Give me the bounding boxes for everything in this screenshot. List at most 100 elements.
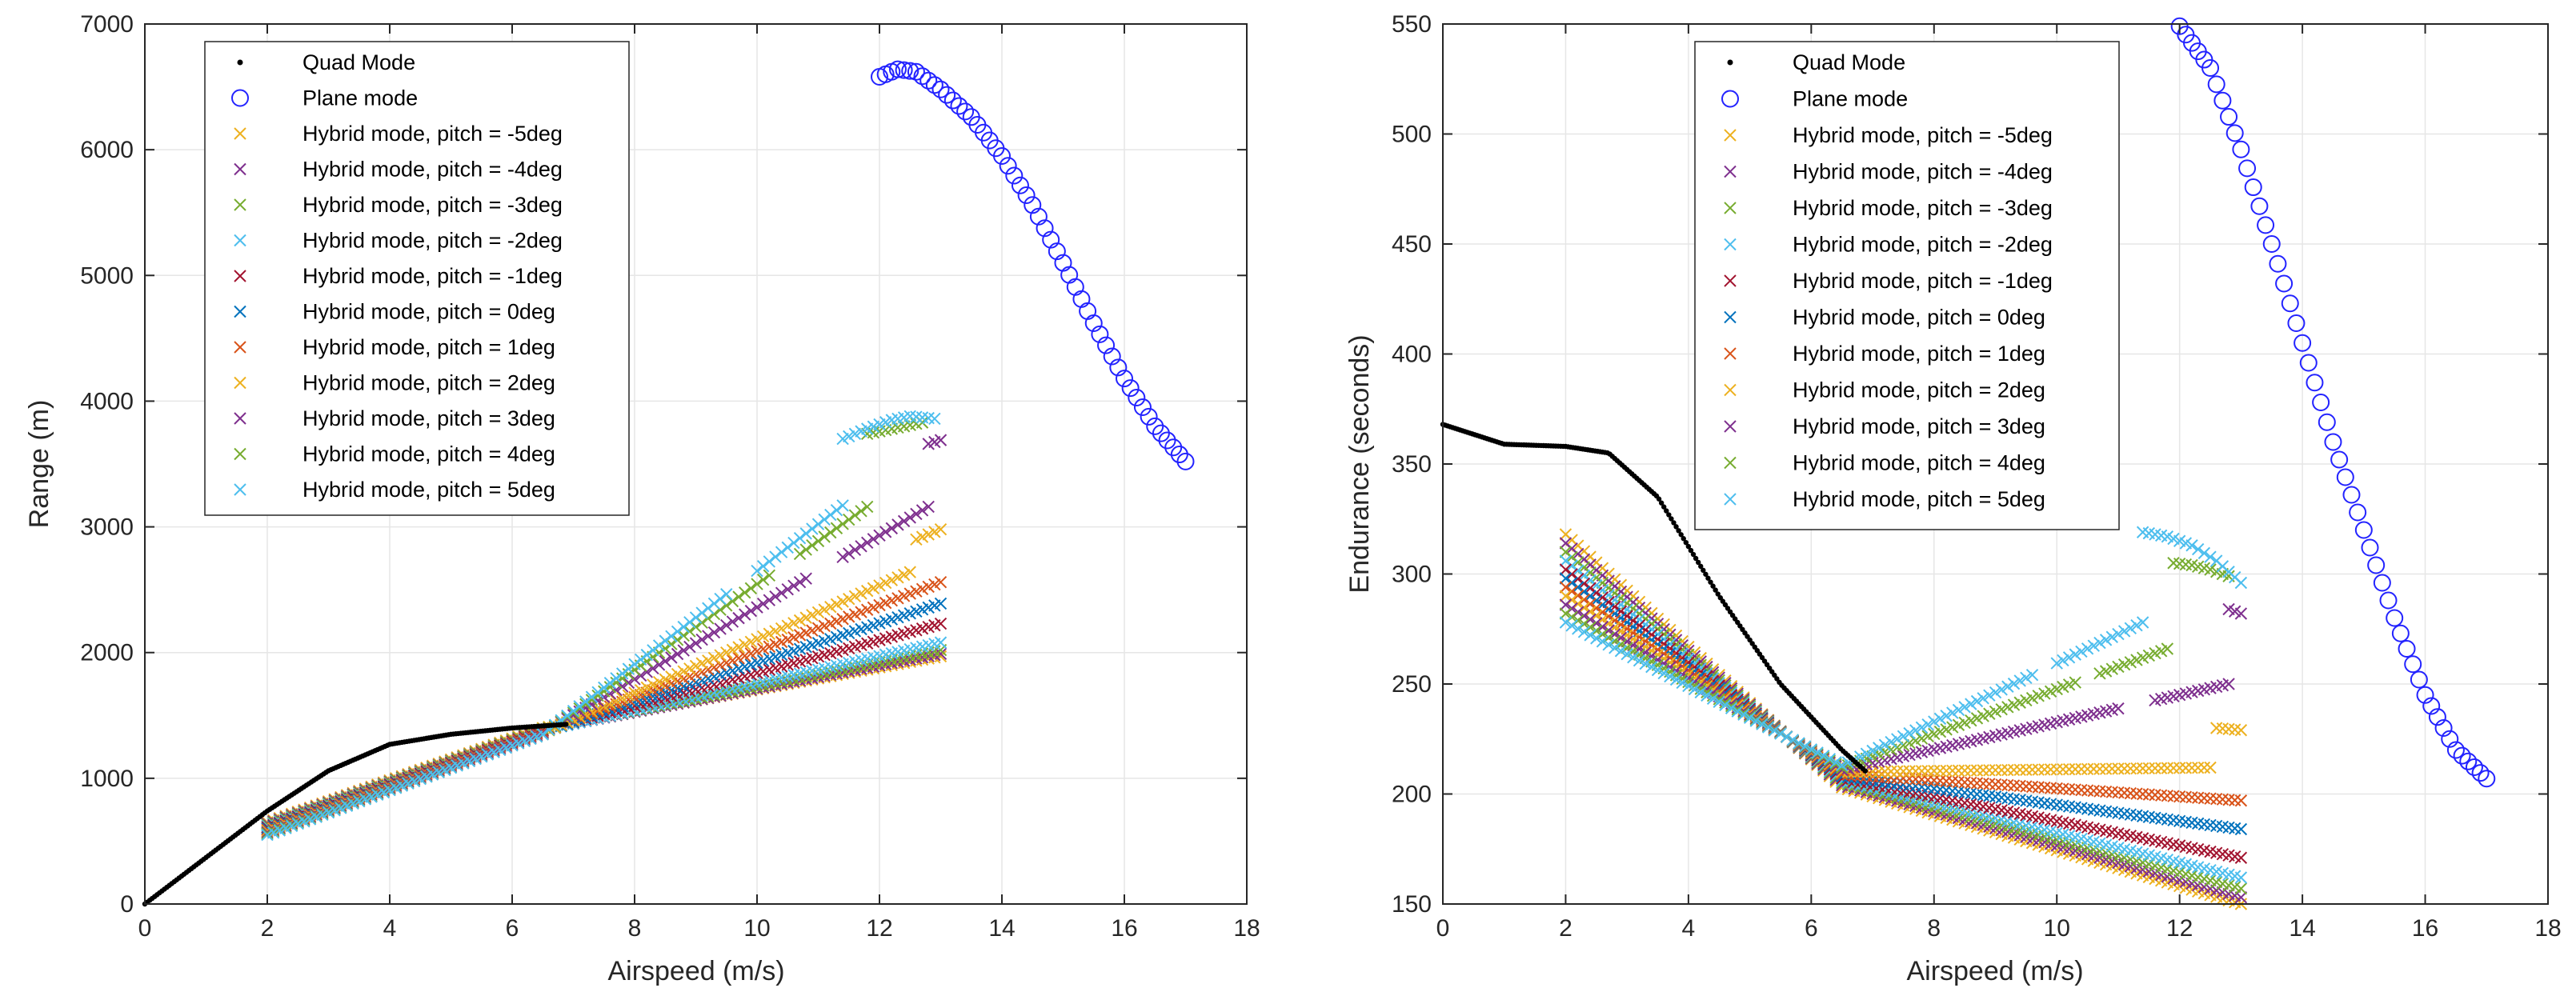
endurance-hybrid-pitch-2-point	[1970, 764, 1984, 777]
endurance-y-tick-label: 450	[1392, 231, 1432, 258]
range-hybrid-pitch-4-point	[793, 547, 807, 561]
endurance-hybrid-pitch-5-point	[1590, 632, 1603, 645]
range-legend: Quad Mode Plane mode Hybrid mode, pitch = …	[204, 41, 630, 516]
range-hybrid-pitch-2-point	[903, 566, 916, 578]
endurance-hybrid-pitch-2-point	[2179, 762, 2193, 774]
endurance-hybrid-pitch-5-point	[1805, 743, 1818, 756]
endurance-plane-mode-series	[2170, 17, 2496, 788]
legend-plane-marker	[231, 89, 249, 107]
legend-hybrid-marker	[1724, 420, 1737, 433]
endurance-plane-mode-point	[2318, 413, 2336, 431]
range-hybrid-pitch--1-point	[934, 617, 947, 630]
endurance-hybrid-pitch-5-point	[1977, 692, 1989, 705]
legend-entry-label: Hybrid mode, pitch = -1deg	[1793, 269, 2053, 293]
range-hybrid-pitch-2-point	[628, 686, 641, 699]
range-x-tick-label: 6	[506, 915, 519, 942]
endurance-hybrid-pitch-5-point	[2191, 542, 2205, 556]
endurance-hybrid-pitch--1-point	[1559, 563, 1572, 576]
endurance-hybrid-pitch-5-point	[1725, 702, 1738, 714]
range-hybrid-pitch-5-point	[763, 555, 776, 568]
range-hybrid-pitch-2-point	[714, 649, 727, 662]
range-hybrid-pitch-2-point	[818, 603, 831, 616]
range-hybrid-pitch-2-point	[707, 651, 721, 665]
endurance-plane-mode-point	[2379, 591, 2398, 610]
range-hybrid-pitch-2-point	[647, 678, 659, 691]
endurance-hybrid-pitch-5-point	[2197, 546, 2211, 560]
endurance-hybrid-pitch-5-point	[2081, 642, 2094, 655]
endurance-plane-mode-point	[2225, 124, 2244, 142]
range-hybrid-pitch-2-point	[855, 587, 867, 600]
range-hybrid-pitch-2-point	[836, 595, 849, 608]
endurance-quad-mode-point	[1708, 579, 1713, 585]
legend-entry-label: Hybrid mode, pitch = -3deg	[1793, 196, 2053, 220]
endurance-plane-mode-point	[2213, 91, 2232, 110]
endurance-plane-mode-point	[2306, 374, 2324, 392]
range-hybrid-pitch-4-point	[738, 586, 751, 599]
range-hybrid-pitch-2-point	[622, 689, 635, 702]
endurance-plane-mode-point	[2459, 752, 2478, 770]
endurance-hybrid-pitch-2-point	[2069, 762, 2081, 776]
range-hybrid-pitch-5-series	[261, 410, 941, 842]
range-plane-mode-point	[993, 147, 1011, 165]
range-hybrid-pitch-2-point	[640, 681, 654, 694]
endurance-hybrid-pitch-5-point	[1946, 706, 1959, 719]
endurance-hybrid-pitch-5-point	[1933, 712, 1947, 726]
legend-hybrid-marker	[1724, 202, 1737, 214]
range-hybrid-pitch-4-point	[689, 620, 703, 634]
range-hybrid-pitch-3-point	[707, 626, 721, 639]
range-hybrid-pitch-2-point	[683, 662, 696, 675]
range-x-tick-label: 4	[383, 915, 397, 942]
range-hybrid-pitch-5-point	[843, 430, 855, 443]
endurance-hybrid-pitch-5-point	[1749, 714, 1762, 727]
range-plane-mode-point	[1084, 314, 1103, 332]
endurance-hybrid-pitch-5-point	[2124, 622, 2137, 635]
range-hybrid-pitch-4-point	[806, 539, 819, 552]
endurance-hybrid-pitch-2-point	[1928, 764, 1941, 778]
range-hybrid-pitch-3-point	[934, 434, 947, 446]
endurance-plane-mode-point	[2422, 697, 2441, 715]
range-hybrid-pitch-2-point	[659, 673, 671, 686]
endurance-hybrid-pitch-2-point	[2191, 761, 2205, 774]
endurance-hybrid-pitch-5-point	[1768, 724, 1781, 737]
range-hybrid-pitch-5-point	[677, 620, 690, 634]
endurance-plane-mode-point	[2478, 770, 2496, 788]
endurance-hybrid-pitch-2-point	[2038, 763, 2051, 776]
range-plane-mode-point	[1128, 389, 1146, 407]
range-hybrid-pitch-5-point	[824, 508, 837, 522]
range-hybrid-pitch-4-point	[830, 522, 843, 534]
endurance-quad-mode-series	[1440, 422, 1869, 774]
range-hybrid-pitch-2-point	[897, 568, 911, 582]
endurance-quad-mode-point	[1690, 551, 1697, 558]
endurance-hybrid-pitch-5-point	[2130, 618, 2143, 632]
legend-entry-label: Hybrid mode, pitch = 0deg	[1793, 306, 2045, 330]
endurance-plane-mode-point	[2391, 624, 2410, 642]
legend-hybrid-marker	[1724, 456, 1737, 470]
range-hybrid-pitch--2-point	[934, 636, 947, 649]
endurance-plane-mode-point	[2349, 503, 2367, 522]
range-hybrid-pitch-2-point	[928, 526, 941, 538]
endurance-hybrid-pitch-5-point	[1719, 698, 1732, 711]
legend-hybrid-marker	[234, 376, 246, 390]
range-hybrid-pitch-4-point	[732, 590, 745, 603]
legend-entry-label: Hybrid mode, pitch = -3deg	[302, 193, 563, 217]
range-plane-mode-point	[925, 76, 943, 94]
endurance-hybrid-pitch-5-point	[2093, 636, 2106, 650]
range-hybrid-pitch-5-point	[615, 667, 629, 680]
endurance-hybrid-pitch-5-point	[2204, 550, 2217, 563]
range-quad-mode-series	[142, 722, 569, 907]
range-hybrid-pitch-2-point	[763, 627, 776, 640]
range-hybrid-pitch-3-point	[744, 604, 758, 618]
endurance-quad-mode-point	[1661, 504, 1667, 510]
range-series	[142, 60, 1195, 907]
endurance-quad-mode-point	[1710, 583, 1716, 589]
legend-entry-label: Hybrid mode, pitch = 3deg	[302, 406, 555, 430]
range-x-tick-label: 10	[743, 915, 770, 942]
endurance-hybrid-pitch-5-point	[1669, 673, 1683, 686]
range-hybrid-pitch-5-point	[830, 503, 843, 517]
endurance-hybrid-pitch-2-point	[1977, 764, 1989, 777]
range-hybrid-pitch-5-point	[567, 704, 580, 718]
endurance-legend-box	[1694, 41, 2120, 530]
endurance-hybrid-pitch-5-point	[2117, 625, 2131, 638]
legend-entry-label: Hybrid mode, pitch = -4deg	[302, 158, 563, 182]
range-hybrid-pitch-3-point	[873, 529, 886, 542]
